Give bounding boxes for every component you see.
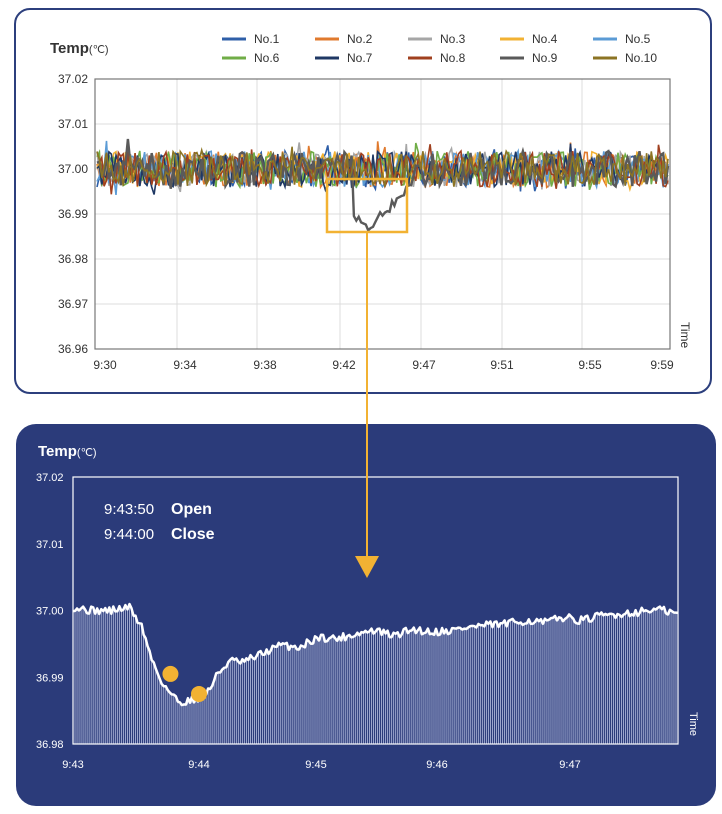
x-tick-label: 9:42 (332, 358, 356, 372)
legend-label: No.4 (532, 32, 558, 46)
connector-arrow (355, 556, 379, 578)
series-line-no10 (96, 146, 669, 188)
y-tick-label: 37.02 (58, 72, 88, 86)
annotation-open: 9:43:50 Open (104, 501, 212, 518)
overview-panel (14, 8, 712, 394)
legend-item: No.1 (222, 32, 280, 46)
y-tick-label: 36.97 (58, 297, 88, 311)
detail-y-tick-label: 37.02 (36, 472, 64, 484)
y-tick-label: 37.00 (58, 162, 88, 176)
legend-item: No.3 (408, 32, 466, 46)
legend-label: No.10 (625, 51, 657, 65)
overview-chart: Temp(℃) No.1 No.2 No.3 No.4 No.5 No.6 No.7 No.8… (50, 32, 692, 372)
y-tick-labels: 37.02 37.01 37.00 36.99 36.98 36.97 36.96 (58, 72, 88, 356)
x-tick-label: 9:38 (253, 358, 277, 372)
annotation-close: 9:44:00 Close (104, 526, 215, 543)
x-tick-label: 9:34 (173, 358, 197, 372)
legend-label: No.1 (254, 32, 280, 46)
series-line-no9 (96, 138, 670, 233)
legend-item: No.10 (593, 51, 657, 65)
y-tick-label: 36.96 (58, 342, 88, 356)
close-time: 9:44:00 (104, 526, 154, 543)
x-tick-label: 9:59 (650, 358, 674, 372)
legend-label: No.9 (532, 51, 558, 65)
detail-y-tick-label: 37.01 (36, 539, 64, 551)
legend-label: No.3 (440, 32, 466, 46)
plot-frame (94, 78, 671, 350)
detail-x-axis-title: Time (687, 712, 699, 736)
legend-item: No.5 (593, 32, 651, 46)
y-tick-label: 36.99 (58, 207, 88, 221)
legend-label: No.5 (625, 32, 651, 46)
x-tick-label: 9:55 (578, 358, 602, 372)
open-label: Open (171, 501, 212, 518)
area-hatch (72, 604, 679, 744)
detail-x-tick-label: 9:45 (305, 759, 326, 771)
detail-x-tick-label: 9:44 (188, 759, 209, 771)
legend-item: No.6 (222, 51, 280, 65)
detail-y-tick-labels: 37.02 37.01 37.00 36.99 36.98 (36, 472, 64, 751)
legend-label: No.8 (440, 51, 466, 65)
close-label: Close (171, 526, 215, 543)
detail-line (72, 602, 679, 707)
y-tick-label: 37.01 (58, 117, 88, 131)
detail-x-tick-label: 9:43 (62, 759, 83, 771)
x-tick-label: 9:30 (93, 358, 117, 372)
legend-label: No.2 (347, 32, 373, 46)
legend-item: No.7 (315, 51, 373, 65)
legend-label: No.7 (347, 51, 373, 65)
detail-x-tick-labels: 9:43 9:44 9:45 9:46 9:47 (62, 759, 580, 771)
legend-label: No.6 (254, 51, 280, 65)
detail-x-tick-label: 9:46 (426, 759, 447, 771)
legend-item: No.9 (500, 51, 558, 65)
x-tick-label: 9:51 (490, 358, 514, 372)
series-line-no6 (96, 142, 669, 191)
close-marker (191, 685, 207, 702)
x-tick-label: 9:47 (412, 358, 436, 372)
detail-y-tick-label: 36.98 (36, 739, 64, 751)
detail-y-tick-label: 36.99 (36, 672, 64, 684)
detail-x-tick-label: 9:47 (559, 759, 580, 771)
gridlines (95, 79, 670, 349)
legend: No.1 No.2 No.3 No.4 No.5 No.6 No.7 No.8 No.9 No.1… (222, 32, 657, 65)
top-x-axis-title: Time (678, 322, 692, 349)
y-tick-label: 36.98 (58, 252, 88, 266)
open-marker (162, 665, 179, 682)
detail-plot-frame (72, 476, 679, 745)
legend-item: No.8 (408, 51, 466, 65)
open-time: 9:43:50 (104, 501, 154, 518)
detail-y-axis-title: Temp(℃) (38, 443, 97, 460)
detail-y-tick-label: 37.00 (36, 606, 64, 618)
x-tick-labels: 9:30 9:34 9:38 9:42 9:47 9:51 9:55 9:59 (93, 358, 674, 372)
legend-item: No.4 (500, 32, 558, 46)
series-lines (96, 138, 670, 233)
top-y-axis-title: Temp(℃) (50, 40, 109, 57)
legend-item: No.2 (315, 32, 373, 46)
